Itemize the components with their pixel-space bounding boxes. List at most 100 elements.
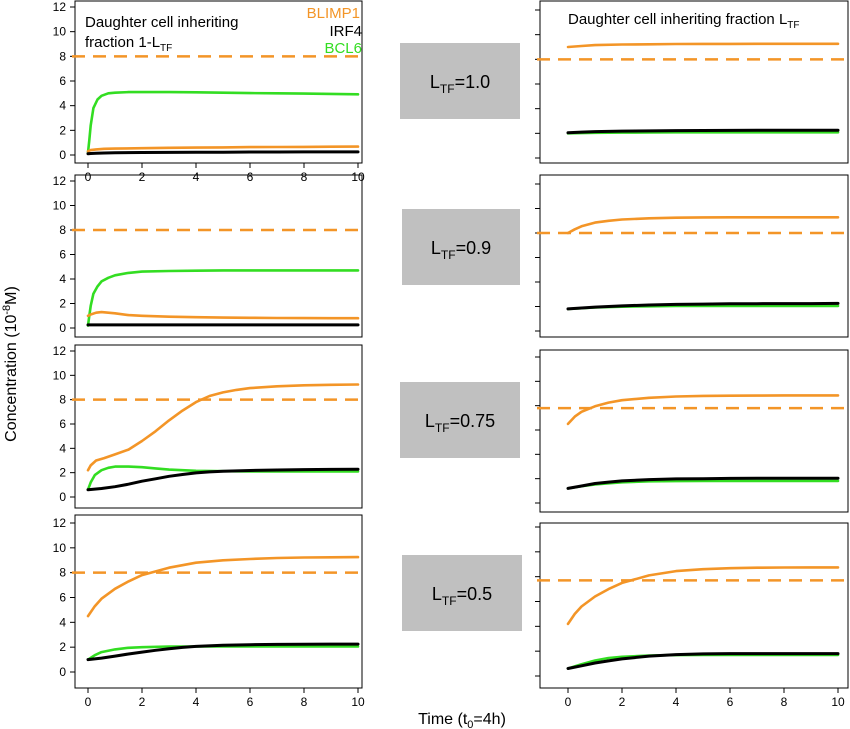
y-tick-label: 2	[59, 123, 66, 137]
x-tick-label: 4	[193, 695, 200, 709]
x-tick-label: 0	[85, 695, 92, 709]
series-line-irf4	[566, 652, 840, 670]
y-tick-label: 4	[59, 99, 66, 113]
x-tick-label: 8	[301, 170, 308, 184]
panel-frame	[539, 349, 849, 513]
x-tick-label: 10	[351, 695, 365, 709]
x-tick-label: 0	[85, 170, 92, 184]
y-tick-label: 12	[53, 174, 67, 188]
y-tick-label: 0	[59, 490, 66, 504]
x-tick-label: 6	[247, 170, 254, 184]
series-line-blimp1	[86, 383, 360, 472]
row-label-4: LTF=0.5	[402, 555, 522, 631]
series-line-irf4	[86, 642, 360, 662]
y-tick-label: 2	[59, 640, 66, 654]
left-column-title-line1: Daughter cell inheriting	[85, 14, 238, 31]
x-tick-label: 4	[193, 170, 200, 184]
series-line-blimp1	[86, 555, 360, 618]
panel-row3-right	[535, 349, 849, 513]
y-tick-label: 8	[59, 223, 66, 237]
series-line-irf4	[566, 476, 840, 490]
panel-frame	[539, 522, 849, 689]
x-tick-label: 10	[351, 170, 365, 184]
row-label-text: LTF=0.75	[425, 411, 495, 435]
y-tick-label: 10	[53, 25, 67, 39]
x-tick-label: 2	[139, 170, 146, 184]
panel-row2-right	[535, 174, 849, 338]
x-tick-label: 10	[831, 695, 845, 709]
x-tick-label: 6	[247, 695, 254, 709]
y-tick-label: 8	[59, 393, 66, 407]
panel-frame	[74, 0, 363, 164]
y-tick-label: 2	[59, 466, 66, 480]
y-tick-label: 0	[59, 665, 66, 679]
y-tick-label: 8	[59, 49, 66, 63]
row-label-text: LTF=0.5	[432, 584, 492, 608]
y-tick-label: 2	[59, 297, 66, 311]
row-label-text: LTF=0.9	[431, 238, 491, 262]
series-line-blimp1	[86, 145, 360, 153]
series-line-blimp1	[566, 566, 840, 626]
panel-row3-left: 0 2 4 6 8 10 12	[53, 344, 363, 509]
series-line-bcl6	[86, 90, 360, 154]
series-line-irf4	[86, 467, 360, 492]
row-label-box	[402, 209, 520, 285]
x-tick-label: 2	[619, 695, 626, 709]
y-tick-label: 4	[59, 441, 66, 455]
series-line-irf4	[86, 150, 360, 156]
panel-row2-left: 0 2 4 6 8 10 12	[53, 174, 363, 338]
x-tick-label: 2	[139, 695, 146, 709]
x-tick-label: 6	[727, 695, 734, 709]
series-line-blimp1	[566, 216, 840, 235]
row-label-box	[400, 382, 520, 458]
series-line-blimp1	[566, 394, 840, 426]
y-tick-label: 4	[59, 272, 66, 286]
panel-frame	[74, 174, 363, 338]
x-axis-label: Time (t0=4h)	[418, 711, 506, 729]
legend-bcl6: BCL6	[324, 40, 362, 57]
legend-blimp1: BLIMP1	[307, 5, 360, 22]
x-tick-label: 0	[565, 695, 572, 709]
y-axis-label: Concentration (10-8M)	[1, 286, 20, 442]
x-tick-label: 4	[673, 695, 680, 709]
row-label-box	[400, 43, 520, 119]
panel-row1-left: 0 2 4 6 8 10 12 0 2 4 6 8 10	[53, 0, 365, 184]
y-tick-label: 4	[59, 615, 66, 629]
y-tick-label: 10	[53, 541, 67, 555]
y-tick-label: 6	[59, 417, 66, 431]
row-label-box	[402, 555, 522, 631]
y-tick-label: 12	[53, 0, 67, 14]
y-tick-label: 6	[59, 591, 66, 605]
series-line-blimp1	[566, 42, 840, 49]
panel-frame	[74, 514, 363, 689]
panel-frame	[74, 344, 363, 509]
row-label-1: LTF=1.0	[400, 43, 520, 119]
panel-row4-left: 0 2 4 6 8 10 12 0 2 4 6 8 10	[53, 514, 365, 709]
series-line-irf4	[566, 128, 840, 135]
series-line-bcl6	[86, 269, 360, 327]
series-line-bcl6	[86, 465, 360, 491]
row-label-text: LTF=1.0	[430, 72, 490, 96]
row-label-3: LTF=0.75	[400, 382, 520, 458]
right-column-title: Daughter cell inheriting fraction LTF	[568, 11, 800, 31]
series-line-blimp1	[86, 310, 360, 320]
panel-frame	[539, 174, 849, 338]
y-tick-label: 6	[59, 74, 66, 88]
legend-irf4: IRF4	[329, 23, 362, 40]
y-tick-label: 10	[53, 368, 67, 382]
y-tick-label: 10	[53, 199, 67, 213]
panel-row1-right	[535, 0, 849, 164]
x-tick-label: 8	[301, 695, 308, 709]
series-line-irf4	[566, 301, 840, 311]
y-tick-label: 12	[53, 344, 67, 358]
left-column-title-line2: fraction 1-LTF	[85, 34, 172, 54]
panel-frame	[539, 0, 849, 164]
y-tick-label: 6	[59, 248, 66, 262]
x-tick-label: 8	[781, 695, 788, 709]
row-label-2: LTF=0.9	[402, 209, 520, 285]
y-tick-label: 0	[59, 321, 66, 335]
y-tick-label: 0	[59, 148, 66, 162]
y-tick-label: 8	[59, 566, 66, 580]
y-tick-label: 12	[53, 516, 67, 530]
